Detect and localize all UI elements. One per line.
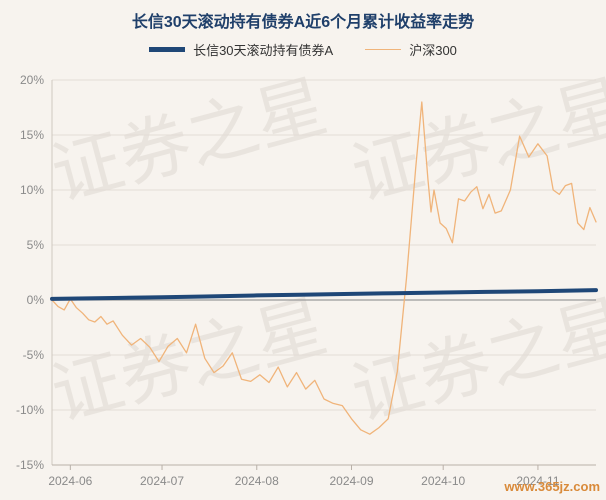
x-axis: 2024-06 2024-07 2024-08 2024-09 2024-10 2024-…: [48, 464, 596, 488]
watermark-site: www.365jz.com: [504, 479, 600, 494]
legend-item-fund[interactable]: 长信30天滚动持有债券A: [149, 40, 333, 59]
y-tick-label: -5%: [23, 348, 45, 362]
series-line-1: [51, 101, 597, 435]
series-layer: [50, 101, 598, 435]
y-tick-label: 10%: [20, 183, 44, 197]
watermark-text-1: 证券之星: [343, 65, 606, 217]
watermark-text-2: 证券之星: [43, 285, 335, 437]
legend-swatch-fund: [149, 47, 186, 52]
legend-label-hs300: 沪深300: [409, 43, 457, 58]
legend-swatch-hs300: [365, 49, 402, 50]
legend-label-fund: 长信30天滚动持有债券A: [193, 43, 334, 58]
x-tick-label: 2024-08: [235, 474, 279, 488]
watermark-text-0: 证券之星: [43, 65, 335, 217]
legend-item-hs300[interactable]: 沪深300: [365, 40, 457, 59]
x-tick-label: 2024-10: [421, 474, 465, 488]
x-tick-label: 2024-06: [48, 474, 92, 488]
x-tick-label: 2024-07: [140, 474, 184, 488]
y-axis: 20% 15% 10% 5% 0% -5% -10% -15%: [16, 73, 53, 472]
y-tick-label: 15%: [20, 128, 44, 142]
y-tick-label: 0%: [27, 293, 45, 307]
x-tick-label: 2024-11: [516, 474, 559, 488]
series-line-0: [50, 288, 598, 301]
y-tick-label: 20%: [20, 73, 44, 87]
legend: 长信30天滚动持有债券A 沪深300: [0, 40, 606, 59]
y-tick-label: 5%: [27, 238, 45, 252]
watermark-text-3: 证券之星: [343, 285, 606, 437]
x-tick-label: 2024-09: [329, 474, 373, 488]
chart-title: 长信30天滚动持有债券A近6个月累计收益率走势: [131, 14, 475, 31]
y-tick-label: -15%: [16, 458, 44, 472]
y-tick-label: -10%: [16, 403, 44, 417]
